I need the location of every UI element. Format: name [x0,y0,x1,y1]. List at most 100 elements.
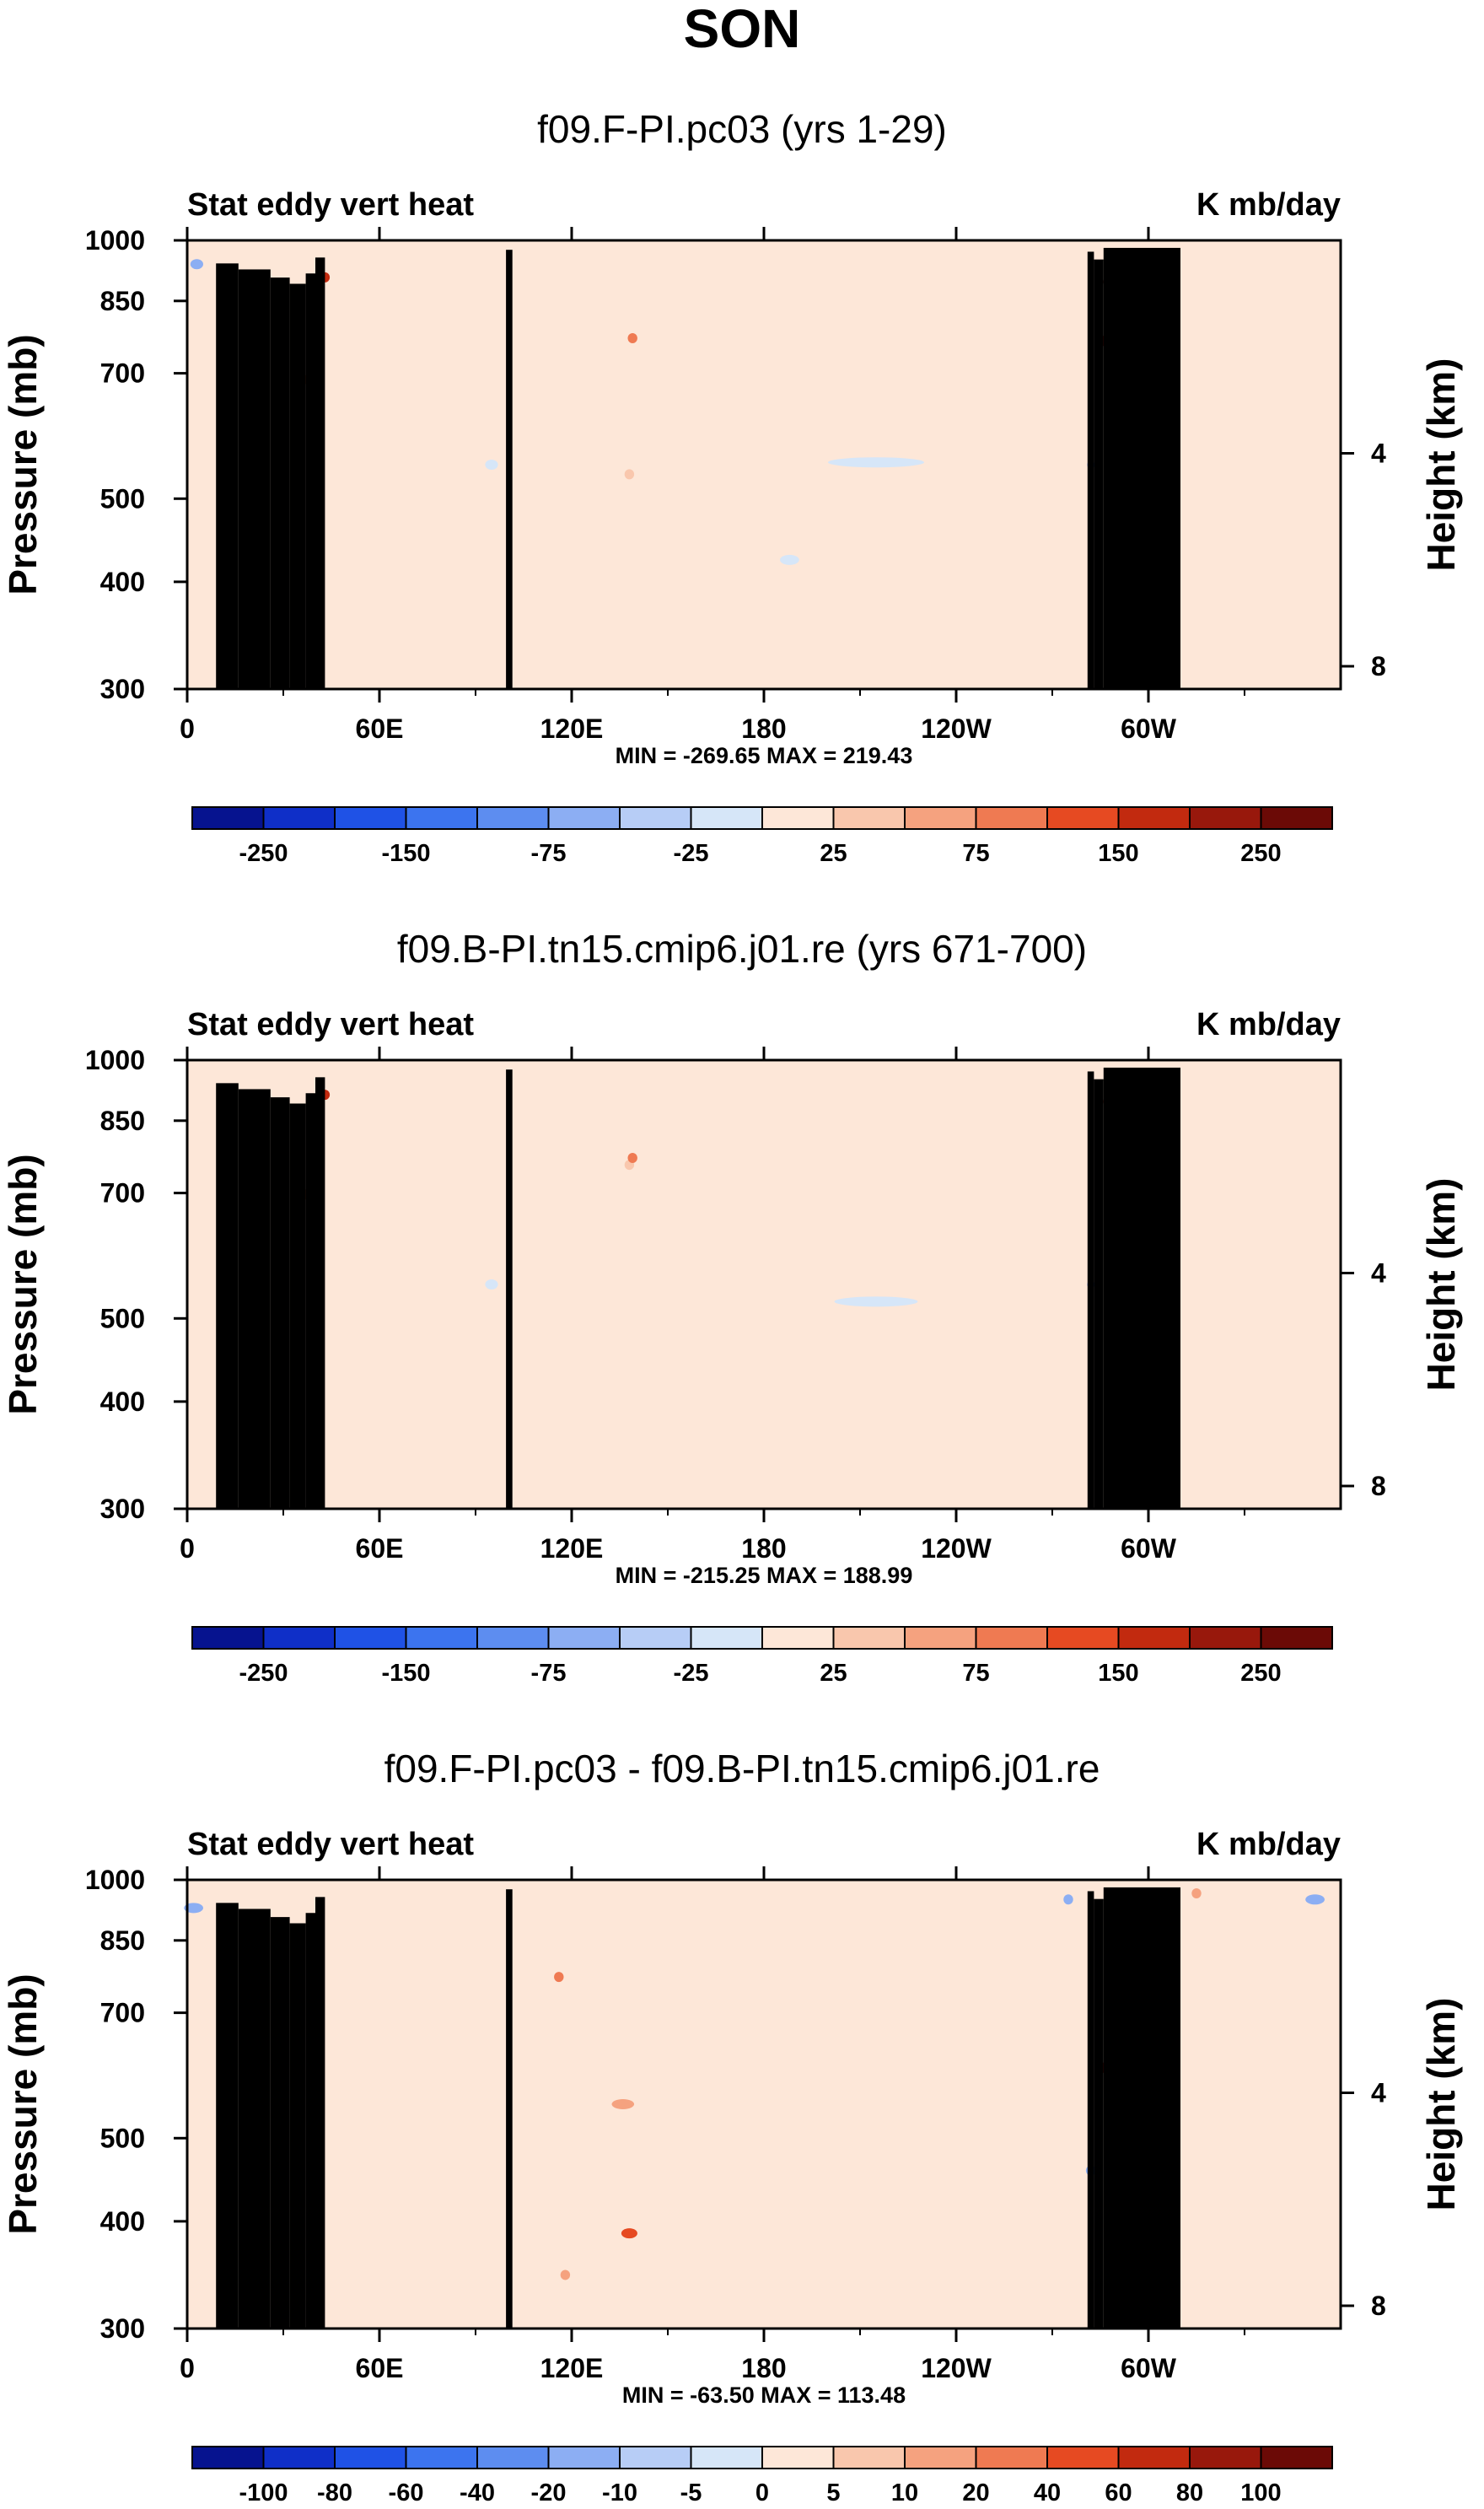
topo-block [1094,1079,1104,1509]
topo-block [506,1069,513,1509]
contour-feature-6 [834,1296,918,1307]
colorbar-box [975,1626,1048,1650]
right-axis-label: Height (km) [1419,1178,1463,1392]
y-tick-label: 300 [100,2313,145,2344]
y-tick-label: 400 [100,2206,145,2237]
contour-feature-11 [1063,1894,1073,1905]
x-tick-label: 120E [540,2353,604,2383]
x-tick-label: 0 [180,2353,195,2383]
colorbar-box [476,1626,550,1650]
y-axis-label: Pressure (mb) [1,1154,45,1414]
colorbar-box [191,1626,265,1650]
colorbar-label: -100 [239,2479,288,2506]
y-tick-label: 400 [100,1386,145,1417]
colorbar-label: -75 [531,840,567,867]
colorbar-label: 250 [1240,840,1281,867]
colorbar-box [1260,2446,1333,2469]
colorbar-box [547,806,621,830]
contour-feature-5 [621,2228,637,2239]
colorbar-label: 25 [820,1660,847,1687]
x-tick-label: 120E [540,1533,604,1564]
x-tick-label: 120E [540,713,604,744]
colorbar-box [1189,2446,1262,2469]
topo-block [216,263,239,689]
colorbar-label: -20 [531,2479,567,2506]
y-tick-label: 300 [100,674,145,704]
topo-block [1094,259,1104,689]
colorbar-box [619,1626,692,1650]
colorbar-box [690,806,763,830]
topo-block [315,257,325,689]
colorbar-box [761,806,835,830]
colorbar-box [1117,2446,1191,2469]
colorbar-box [1117,806,1191,830]
colorbar-box [547,2446,621,2469]
right-axis-label: Height (km) [1419,358,1463,572]
right-label: K mb/day [1196,187,1341,223]
colorbar-box [832,806,906,830]
colorbar-box [904,1626,977,1650]
colorbar-label: 250 [1240,1660,1281,1687]
colorbar-box [1046,1626,1120,1650]
x-tick-label: 60W [1121,1533,1177,1564]
topo-block [305,1093,315,1509]
colorbar-label: -250 [239,1660,288,1687]
colorbar-label: 80 [1176,2479,1203,2506]
colorbar-box [1260,1626,1333,1650]
y-tick-label: 500 [100,2123,145,2153]
colorbar-label: 40 [1034,2479,1061,2506]
y-tick-label: 1000 [85,1045,145,1075]
colorbar-box [975,806,1048,830]
y-tick-label: 400 [100,567,145,597]
topo-block [270,1097,290,1509]
topo-block [238,1089,271,1509]
x-tick-label: 60E [356,713,404,744]
contour-feature-0 [184,1903,204,1914]
colorbar-box [334,1626,407,1650]
colorbar-box [1189,1626,1262,1650]
y-tick-label: 300 [100,1494,145,1524]
contour-feature-12 [1191,1888,1202,1899]
colorbar-box [1046,806,1120,830]
left-label: Stat eddy vert heat [187,1827,474,1862]
contour-feature-4 [560,2269,571,2280]
y-tick-label: 1000 [85,225,145,256]
panel-2: f09.B-PI.tn15.cmip6.j01.re (yrs 671-700)… [1,927,1463,1687]
colorbar-label: -40 [460,2479,495,2506]
topo-block [305,1913,315,2329]
colorbar-label: -25 [674,1660,709,1687]
contour-feature-5 [485,1279,498,1289]
right-label: K mb/day [1196,1007,1341,1042]
colorbar-label: -10 [602,2479,637,2506]
right-tick-label: 8 [1371,1471,1386,1501]
colorbar-box [832,2446,906,2469]
colorbar-box [904,806,977,830]
colorbar-box [476,806,550,830]
colorbar-box [262,1626,336,1650]
x-tick-label: 0 [180,713,195,744]
topo-block [1087,1891,1094,2329]
colorbar-box [1117,1626,1191,1650]
colorbar-label: 0 [755,2479,769,2506]
right-axis-label: Height (km) [1419,1998,1463,2211]
colorbar-label: 75 [962,1660,989,1687]
panel-3: f09.F-PI.pc03 - f09.B-PI.tn15.cmip6.j01.… [1,1747,1463,2506]
contour-feature-3 [624,469,635,480]
y-tick-label: 850 [100,286,145,316]
right-tick-label: 4 [1371,1257,1386,1288]
right-label: K mb/day [1196,1827,1341,1862]
topo-block [1094,1898,1104,2329]
colorbar-box [975,2446,1048,2469]
y-tick-label: 700 [100,358,145,389]
colorbar-label: -25 [674,840,709,867]
topo-block [1103,1887,1180,2329]
colorbar-box [619,806,692,830]
panel-title: f09.B-PI.tn15.cmip6.j01.re (yrs 671-700) [397,927,1087,971]
topo-block [216,1903,239,2329]
colorbar-box [405,806,478,830]
topography [216,247,1180,690]
colorbar-box [405,1626,478,1650]
colorbar-box [476,2446,550,2469]
colorbar-label: -150 [381,1660,430,1687]
